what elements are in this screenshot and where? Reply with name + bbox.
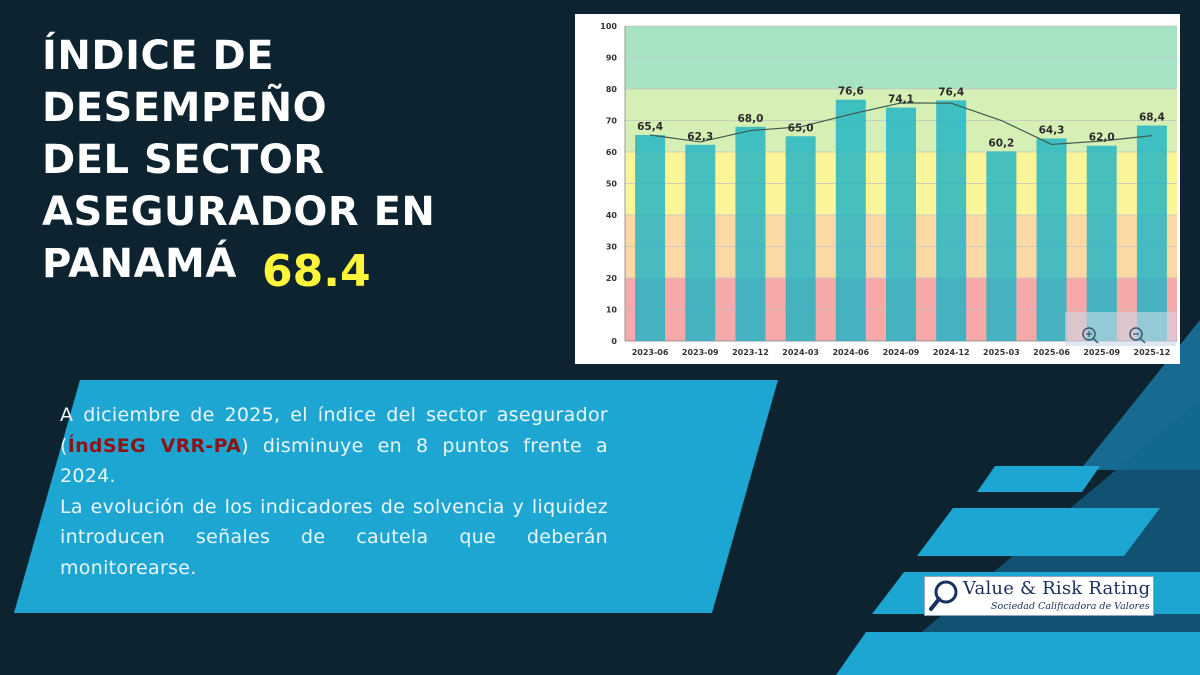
bar bbox=[635, 134, 666, 341]
y-tick-label: 20 bbox=[606, 274, 618, 283]
x-tick-label: 2025-12 bbox=[1134, 348, 1171, 357]
x-tick-label: 2023-09 bbox=[682, 348, 719, 357]
y-tick-label: 30 bbox=[606, 243, 618, 252]
index-bar-chart: 65,4 62,3 68,0 65,0 76,6 74,1 76,4 60,2 64,3 62,0… bbox=[600, 22, 1177, 357]
logo-name: Value & Risk Rating bbox=[963, 578, 1151, 599]
y-tick-label: 10 bbox=[606, 306, 618, 315]
y-tick-label: 60 bbox=[606, 148, 618, 157]
x-tick-label: 2023-12 bbox=[732, 348, 769, 357]
deco-bar-2 bbox=[917, 508, 1160, 556]
x-tick-label: 2024-03 bbox=[782, 348, 819, 357]
page-title: ÍNDICE DE DESEMPEÑO DEL SECTOR ASEGURADO… bbox=[42, 30, 562, 290]
data-label: 76,6 bbox=[838, 86, 864, 98]
zoom-out-icon[interactable] bbox=[1129, 327, 1146, 344]
y-tick-label: 70 bbox=[606, 117, 618, 126]
title-line-4: PANAMÁ bbox=[42, 241, 237, 287]
y-tick-label: 0 bbox=[611, 337, 617, 346]
zoom-controls bbox=[1065, 312, 1176, 346]
data-label: 62,0 bbox=[1089, 132, 1115, 144]
y-tick-label: 90 bbox=[606, 54, 618, 63]
bar bbox=[1136, 125, 1167, 341]
zoom-in-icon[interactable] bbox=[1082, 327, 1099, 344]
text-panel-shape bbox=[14, 380, 778, 613]
bar bbox=[1086, 145, 1117, 341]
p1-after: ) disminuye en 8 puntos frente a 2024. bbox=[60, 434, 608, 488]
x-tick-label: 2025-09 bbox=[1083, 348, 1120, 357]
y-tick-label: 50 bbox=[606, 180, 618, 189]
trend-line bbox=[650, 102, 1152, 146]
title-line-1: ÍNDICE DE DESEMPEÑO bbox=[42, 33, 328, 131]
company-logo: Value & Risk Rating Sociedad Calificador… bbox=[924, 576, 1154, 616]
data-label: 68,4 bbox=[1139, 112, 1165, 124]
bar bbox=[986, 151, 1017, 341]
bar bbox=[685, 144, 716, 341]
x-tick-label: 2023-06 bbox=[632, 348, 669, 357]
deco-bar-4 bbox=[836, 632, 1200, 675]
chart-container: 65,4 62,3 68,0 65,0 76,6 74,1 76,4 60,2 64,3 62,0… bbox=[575, 14, 1180, 364]
bar bbox=[785, 136, 816, 341]
title-line-3: ASEGURADOR EN bbox=[42, 189, 436, 235]
x-tick-label: 2025-03 bbox=[983, 348, 1020, 357]
bar bbox=[735, 126, 766, 341]
data-label: 65,4 bbox=[637, 121, 663, 133]
deco-bar-1 bbox=[977, 466, 1100, 492]
magnifier-icon bbox=[929, 580, 958, 611]
x-tick-label: 2024-12 bbox=[933, 348, 970, 357]
x-tick-label: 2024-09 bbox=[883, 348, 920, 357]
bar bbox=[886, 107, 916, 342]
data-label: 74,1 bbox=[888, 94, 914, 106]
y-tick-label: 100 bbox=[600, 22, 617, 31]
bar bbox=[835, 99, 866, 342]
y-tick-label: 80 bbox=[606, 85, 618, 94]
logo-subtitle: Sociedad Calificadora de Valores bbox=[991, 601, 1150, 612]
x-tick-label: 2025-06 bbox=[1033, 348, 1070, 357]
description-paragraph-1: A diciembre de 2025, el índice del secto… bbox=[60, 400, 608, 492]
description-text: A diciembre de 2025, el índice del secto… bbox=[60, 400, 608, 583]
data-label: 60,2 bbox=[988, 137, 1014, 149]
bar bbox=[1036, 138, 1067, 341]
index-name-highlight: ÍndSEG VRR-PA bbox=[67, 434, 242, 457]
data-label: 65,0 bbox=[788, 122, 814, 134]
current-score: 68.4 bbox=[262, 246, 371, 297]
data-label: 64,3 bbox=[1039, 124, 1065, 136]
bar bbox=[936, 100, 967, 341]
title-line-2: DEL SECTOR bbox=[42, 137, 325, 183]
description-paragraph-2: La evolución de los indicadores de solve… bbox=[60, 495, 608, 579]
y-tick-label: 40 bbox=[606, 211, 618, 220]
p1-before: A diciembre de 2025, el índice del secto… bbox=[60, 404, 608, 457]
data-label: 62,3 bbox=[687, 131, 713, 143]
data-label: 76,4 bbox=[938, 86, 964, 98]
data-label: 68,0 bbox=[737, 113, 763, 125]
x-tick-label: 2024-06 bbox=[832, 348, 869, 357]
